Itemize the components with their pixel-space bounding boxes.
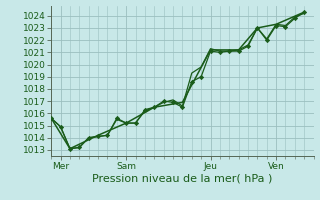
X-axis label: Pression niveau de la mer( hPa ): Pression niveau de la mer( hPa ) xyxy=(92,173,273,183)
